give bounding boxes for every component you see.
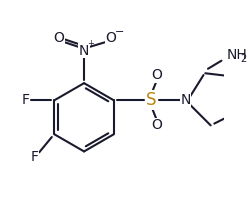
Text: F: F xyxy=(31,150,39,164)
Text: S: S xyxy=(146,91,157,109)
Text: O: O xyxy=(151,68,162,82)
Text: O: O xyxy=(151,118,162,132)
Text: 2: 2 xyxy=(240,54,247,64)
Text: NH: NH xyxy=(227,48,248,62)
Text: O: O xyxy=(54,31,64,45)
Text: +: + xyxy=(87,39,94,48)
Text: N: N xyxy=(79,44,89,58)
Text: N: N xyxy=(180,93,191,107)
Text: F: F xyxy=(22,93,30,107)
Text: −: − xyxy=(114,27,124,37)
Text: O: O xyxy=(106,31,117,45)
